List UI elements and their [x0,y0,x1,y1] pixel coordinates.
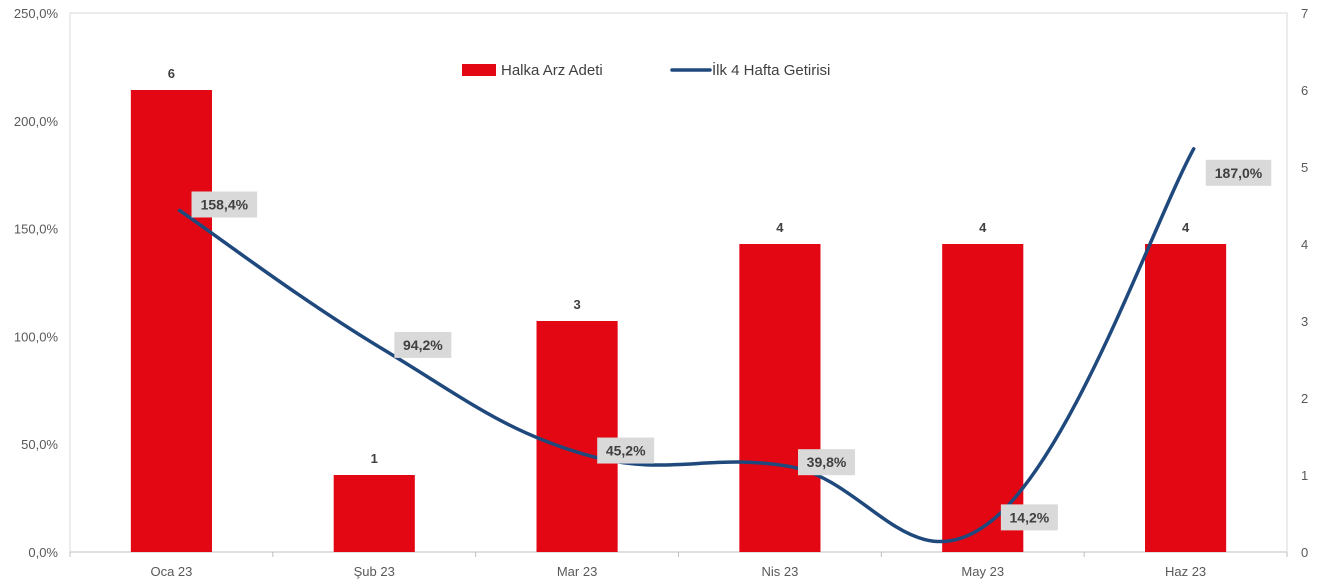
bar [1145,244,1227,552]
line-data-label-box [394,331,452,358]
category-label: Oca 23 [150,564,192,579]
right-axis-tick-label: 6 [1301,83,1308,98]
left-axis-ticks: 0,0% 50,0% 100,0% 150,0% 200,0% 250,0% [14,6,59,560]
line-data-label-text: 45,2% [606,443,646,459]
category-label: Nis 23 [761,564,798,579]
right-axis-tick-label: 4 [1301,237,1308,252]
line-data-label-box [597,437,655,464]
bar-data-label: 6 [168,66,175,81]
bar [130,90,212,552]
category-label: May 23 [961,564,1004,579]
legend: Halka Arz Adeti İlk 4 Hafta Getirisi [462,61,830,79]
left-axis-tick-label: 250,0% [14,6,59,21]
legend-swatch-bar [462,64,496,76]
bar-data-label: 4 [776,220,784,235]
legend-label-bar: Halka Arz Adeti [501,62,603,79]
left-axis-tick-label: 50,0% [21,437,58,452]
category-label: Şub 23 [354,564,395,579]
line-data-label-box [1000,504,1058,531]
legend-label-line: İlk 4 Hafta Getirisi [712,61,830,79]
line-data-label: 45,2% [597,437,655,464]
line-data-labels: 158,4% 94,2% 45,2% 39,8% 14,2% 187,0% [191,159,1272,531]
line-data-label-box [798,449,856,476]
line-data-label-text: 187,0% [1215,165,1263,181]
series-line [177,147,1196,544]
line-data-label-text: 94,2% [403,337,443,353]
left-axis-tick-label: 150,0% [14,222,59,237]
right-axis-tick-label: 7 [1301,6,1308,21]
bar [942,244,1024,552]
category-labels: Oca 23 Şub 23 Mar 23 Nis 23 May 23 Haz 23 [150,564,1206,579]
bar-series [130,90,1227,552]
bar [536,321,618,552]
right-axis-tick-label: 3 [1301,314,1308,329]
right-axis-tick-label: 0 [1301,545,1308,560]
bar-data-label: 4 [1182,220,1190,235]
line-data-label: 187,0% [1205,159,1272,186]
bar [739,244,821,552]
line-data-label-text: 39,8% [807,454,847,470]
right-axis-ticks: 0 1 2 3 4 5 6 7 [1301,6,1308,560]
right-axis-tick-label: 2 [1301,391,1308,406]
bar-data-label: 3 [573,297,580,312]
bar [333,475,415,552]
bar-data-label: 4 [979,220,987,235]
right-axis-tick-label: 1 [1301,468,1308,483]
left-axis-tick-label: 100,0% [14,329,59,344]
line-data-label: 39,8% [798,449,856,476]
plot-border [69,12,1288,553]
line-data-label: 158,4% [191,191,258,218]
bar-data-labels: 6 1 3 4 4 4 [168,66,1190,466]
right-axis-tick-label: 5 [1301,160,1308,175]
category-label: Haz 23 [1165,564,1206,579]
line-data-label: 94,2% [394,331,452,358]
bar-data-label: 1 [371,451,378,466]
left-axis-tick-label: 200,0% [14,114,59,129]
line-data-label-text: 14,2% [1010,509,1050,525]
line-data-label-text: 158,4% [201,196,249,212]
line-data-label-box [1205,159,1272,186]
left-axis-tick-label: 0,0% [28,545,58,560]
line-series [177,147,1196,544]
category-label: Mar 23 [557,564,597,579]
line-data-label: 14,2% [1000,504,1058,531]
line-data-label-box [191,191,258,218]
